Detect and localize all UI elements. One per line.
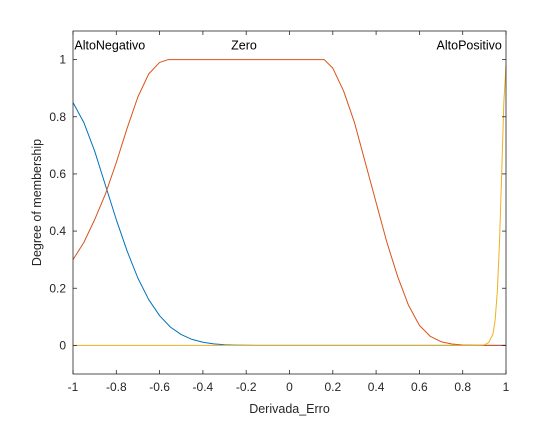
annotation-layer: AltoNegativo Zero AltoPositivo: [74, 38, 502, 52]
plot-area: [73, 31, 506, 374]
x-tick-label: 0: [286, 380, 293, 394]
series-line-zero: [72, 59, 506, 346]
y-tick-label: 0: [59, 338, 66, 352]
mf-label-altopositivo: AltoPositivo: [437, 38, 502, 52]
y-tick-label: 0.4: [49, 224, 66, 238]
x-tick-label: -0.6: [149, 380, 170, 394]
plot-background: [73, 31, 506, 374]
mf-label-zero: Zero: [231, 38, 257, 52]
series-layer: [72, 59, 507, 346]
x-tick-label: 1: [503, 380, 510, 394]
mf-label-altonegativo: AltoNegativo: [74, 38, 145, 52]
x-tick-label: 0.4: [368, 380, 385, 394]
y-tick-label: 1: [59, 53, 66, 67]
x-tick-label: -0.8: [106, 380, 127, 394]
series-line-altopositivo: [73, 65, 507, 346]
ticks-layer: -1 -0.8 -0.6 -0.4 -0.2 0 0.2 0.4 0.6 0.8 1 0 0.2 0.4 0…: [49, 31, 510, 394]
x-axis-label: Derivada_Erro: [249, 402, 330, 416]
x-tick-label: -0.2: [236, 380, 257, 394]
x-tick-label: 0.2: [324, 380, 341, 394]
x-tick-label: 0.8: [454, 380, 471, 394]
x-tick-label: -0.4: [193, 380, 214, 394]
y-axis-label: Degree of membership: [30, 139, 44, 266]
y-tick-label: 0.2: [49, 281, 66, 295]
x-tick-label: -1: [68, 380, 79, 394]
x-tick-label: 0.6: [411, 380, 428, 394]
y-tick-label: 0.6: [49, 167, 66, 181]
y-tick-label: 0.8: [49, 110, 66, 124]
